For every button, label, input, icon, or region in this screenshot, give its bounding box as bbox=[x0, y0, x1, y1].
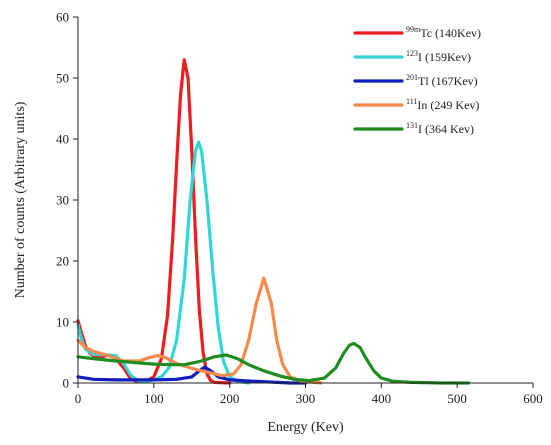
y-tick-label: 50 bbox=[56, 71, 69, 86]
series-layer bbox=[76, 58, 471, 385]
series-line-4 bbox=[76, 341, 471, 385]
legend-label: 99mTc (140Kev) bbox=[406, 25, 481, 40]
series-line-0 bbox=[76, 58, 232, 385]
x-tick-label: 600 bbox=[523, 391, 543, 406]
legend-label: 201Tl (167Kev) bbox=[406, 73, 478, 88]
legend: 99mTc (140Kev) 123I (159Kev) 201Tl (167Kev… bbox=[353, 25, 481, 136]
x-tick-label: 400 bbox=[372, 391, 392, 406]
y-tick-label: 40 bbox=[56, 132, 69, 147]
legend-label: 123I (159Kev) bbox=[406, 49, 471, 64]
y-tick-label: 0 bbox=[63, 376, 70, 391]
x-tick-label: 0 bbox=[75, 391, 82, 406]
legend-label: 131I (364 Kev) bbox=[406, 121, 474, 136]
axes-layer: 0 100 200 300 400 500 600 0 10 20 30 40 50 60 bbox=[56, 10, 543, 407]
x-axis-title: Energy (Kev) bbox=[267, 420, 344, 435]
y-tick-label: 30 bbox=[56, 193, 69, 208]
y-tick-label: 20 bbox=[56, 254, 69, 269]
x-tick-label: 100 bbox=[144, 391, 164, 406]
y-axis-title: Number of counts (Arbitrary units) bbox=[13, 101, 28, 298]
x-tick-label: 200 bbox=[220, 391, 240, 406]
x-tick-label: 300 bbox=[296, 391, 316, 406]
legend-label: 111In (249 Kev) bbox=[406, 97, 479, 112]
x-tick-label: 500 bbox=[447, 391, 467, 406]
y-tick-label: 10 bbox=[56, 315, 69, 330]
y-tick-label: 60 bbox=[56, 10, 69, 25]
